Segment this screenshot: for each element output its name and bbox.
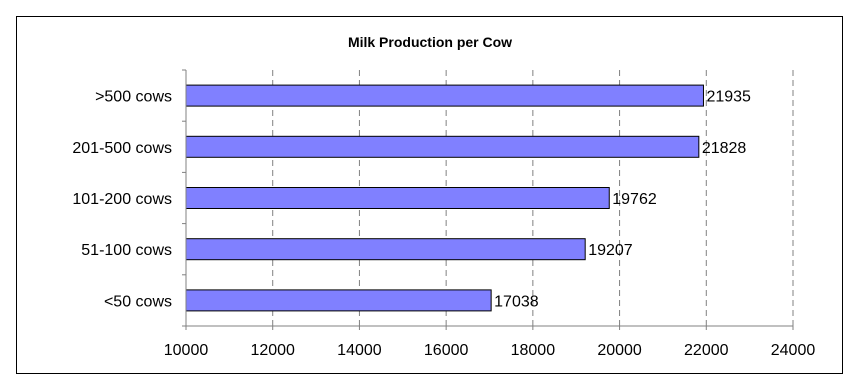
data-label: 21828 <box>702 140 747 157</box>
x-tick-label: 20000 <box>597 342 642 359</box>
bar <box>185 84 704 107</box>
data-label: 19207 <box>588 242 633 259</box>
bar <box>185 238 586 261</box>
x-tick-label: 22000 <box>684 342 729 359</box>
bar <box>185 135 700 158</box>
chart-title: Milk Production per Cow <box>348 34 512 50</box>
x-tick-label: 18000 <box>511 342 556 359</box>
category-label: <50 cows <box>104 293 172 310</box>
x-tick-label: 10000 <box>164 342 209 359</box>
category-label: 201-500 cows <box>72 140 172 157</box>
x-tick-label: 16000 <box>424 342 469 359</box>
data-label: 21935 <box>706 89 751 106</box>
data-label: 17038 <box>494 293 539 310</box>
axes <box>182 69 794 330</box>
x-tick-label: 24000 <box>771 342 816 359</box>
data-label: 19762 <box>612 191 657 208</box>
bar <box>185 187 610 209</box>
category-label: 51-100 cows <box>81 242 172 259</box>
labels: 10000 12000 14000 16000 18000 20000 22000 24000… <box>72 89 815 359</box>
gridlines <box>272 70 794 326</box>
category-label: 101-200 cows <box>72 191 172 208</box>
category-label: >500 cows <box>95 89 172 106</box>
x-tick-label: 14000 <box>337 342 382 359</box>
bar <box>185 289 492 312</box>
x-tick-label: 12000 <box>250 342 295 359</box>
